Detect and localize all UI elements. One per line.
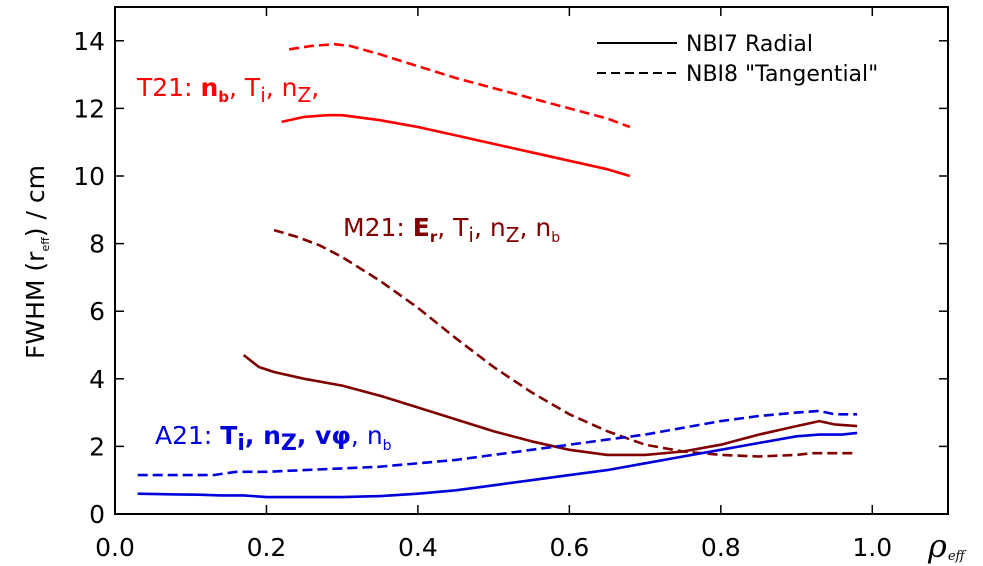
annotation-t21-part: , n bbox=[266, 73, 298, 102]
annotation-m21-part: , n bbox=[474, 213, 506, 242]
annotation-a21-part: , n bbox=[245, 421, 281, 450]
annotation-m21-part: Z bbox=[506, 223, 520, 247]
x-tick-label: 0.2 bbox=[247, 533, 287, 562]
legend-label-nbi8: NBI8 "Tangential" bbox=[686, 62, 878, 87]
annotation-a21-part: A21: bbox=[155, 421, 220, 450]
y-tick-label: 10 bbox=[73, 162, 105, 191]
series-layer bbox=[137, 42, 858, 499]
y-axis-label-sub: eff bbox=[39, 237, 52, 252]
x-axis-label-sub: eff bbox=[948, 549, 968, 564]
annotation-t21-part: i bbox=[260, 83, 266, 107]
y-tick-label: 8 bbox=[89, 230, 105, 259]
x-tick-label: 0.4 bbox=[398, 533, 438, 562]
annotation-a21-part: , vφ bbox=[297, 421, 351, 450]
annotation-a21-part: , n bbox=[351, 421, 383, 450]
y-axis-label-main: FWHM (r bbox=[21, 251, 50, 359]
annotation-m21-part: , n bbox=[519, 213, 551, 242]
annotation-m21-part: , T bbox=[437, 213, 469, 242]
annotation-a21-part: i bbox=[237, 431, 245, 456]
y-axis-label: FWHM (reff) / cm bbox=[21, 165, 52, 359]
annotation-m21-part: b bbox=[551, 230, 560, 246]
annotation-t21-part: , T bbox=[229, 73, 261, 102]
y-tick-label: 14 bbox=[73, 27, 105, 56]
annotation-a21-part: T bbox=[220, 421, 237, 450]
y-tick-label: 4 bbox=[89, 365, 105, 394]
annotation-t21-part: n bbox=[200, 73, 218, 102]
annotation-t21-part: b bbox=[218, 88, 229, 106]
plot-frame bbox=[114, 6, 949, 515]
annotation-t21-part: , bbox=[311, 73, 319, 102]
y-axis-label-tail: ) / cm bbox=[21, 165, 50, 237]
annotation-t21-part: Z bbox=[298, 83, 312, 107]
annotation-m21-part: r bbox=[430, 228, 438, 246]
y-tick-label: 2 bbox=[89, 432, 105, 461]
series-m21-nbi7 bbox=[242, 354, 858, 457]
annotation-t21-part: T21: bbox=[136, 73, 200, 102]
series-a21-nbi7 bbox=[137, 431, 858, 499]
legend-label-nbi7: NBI7 Radial bbox=[686, 32, 813, 57]
y-tick-label: 12 bbox=[73, 94, 105, 123]
annotation-m21-part: i bbox=[468, 223, 474, 247]
legend: NBI7 Radial NBI8 "Tangential" bbox=[597, 32, 878, 87]
x-axis-label: ρeff bbox=[927, 527, 968, 565]
series-a21-nbi8 bbox=[137, 409, 858, 477]
annotation-a21-part: Z bbox=[281, 431, 297, 456]
annotation-m21-part: M21: bbox=[343, 213, 413, 242]
annotation-m21-part: E bbox=[413, 213, 430, 242]
annotation-t21: T21: nb, Ti, nZ, bbox=[136, 73, 319, 107]
series-t21-nbi7 bbox=[281, 113, 631, 178]
x-tick-label: 0.0 bbox=[95, 533, 135, 562]
x-tick-label: 1.0 bbox=[852, 533, 892, 562]
ticks-layer: 0.0 0.2 0.4 0.6 0.8 1.0 0 2 4 6 8 10 12 14 bbox=[73, 7, 948, 562]
y-tick-label: 0 bbox=[89, 500, 105, 529]
series-t21-nbi8 bbox=[289, 42, 631, 129]
annotation-a21: A21: Ti, nZ, vφ, nb bbox=[155, 421, 392, 456]
x-axis-label-main: ρ bbox=[927, 527, 947, 565]
x-tick-label: 0.6 bbox=[549, 533, 589, 562]
y-tick-label: 6 bbox=[89, 297, 105, 326]
series-m21-nbi8 bbox=[273, 228, 858, 458]
x-tick-label: 0.8 bbox=[701, 533, 741, 562]
annotation-a21-part: b bbox=[383, 438, 392, 454]
annotation-m21: M21: Er, Ti, nZ, nb bbox=[343, 213, 560, 247]
